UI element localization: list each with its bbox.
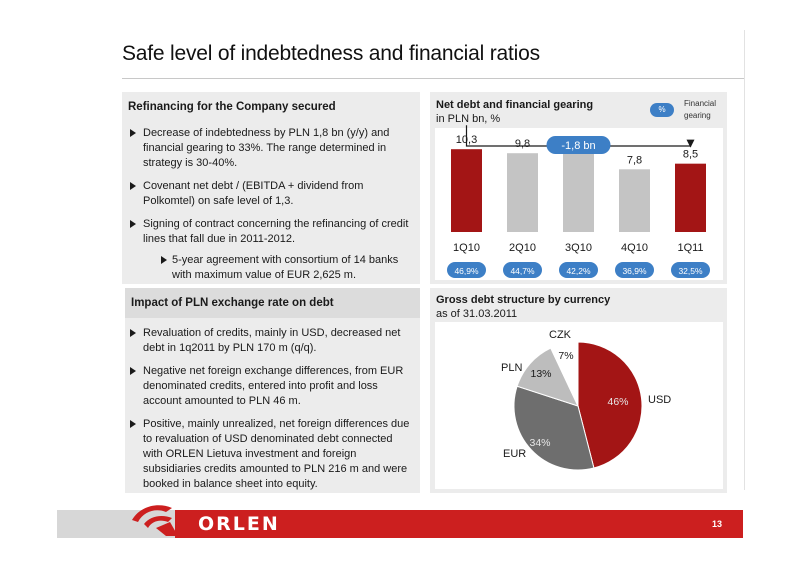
exchange-heading: Impact of PLN exchange rate on debt <box>131 297 334 309</box>
footer-red-right <box>585 510 743 538</box>
refinancing-bullets: Decrease of indebtedness by PLN 1,8 bn (… <box>128 126 413 291</box>
gearing-legend-label: Financial gearing <box>684 99 717 120</box>
chart-title-text: Net debt and financial gearing <box>436 99 594 111</box>
orlen-wordmark: ORLEN <box>198 513 280 535</box>
currency-chart-body <box>435 322 723 489</box>
refinancing-bullet: Covenant net debt / (EBITDA + dividend f… <box>128 179 413 209</box>
exchange-bullet: Positive, mainly unrealized, net foreign… <box>128 417 415 492</box>
gearing-legend-pill: % <box>650 103 674 117</box>
chart-subtitle-text: in PLN bn, % <box>436 113 501 125</box>
exchange-heading-band <box>125 288 420 318</box>
orlen-eagle-logo <box>132 505 178 536</box>
net-debt-chart-title: Net debt and financial gearing in PLN bn… <box>436 98 593 126</box>
exchange-bullet: Negative net foreign exchange difference… <box>128 364 415 409</box>
exchange-panel <box>125 318 420 493</box>
refinancing-bullet: Decrease of indebtedness by PLN 1,8 bn (… <box>128 126 413 171</box>
chart-subtitle-text: as of 31.03.2011 <box>436 308 518 320</box>
footer-red-band <box>175 510 585 538</box>
refinancing-sub-bullet: 5-year agreement with consortium of 14 b… <box>128 253 413 283</box>
exchange-bullet: Revaluation of credits, mainly in USD, d… <box>128 326 415 356</box>
page-number: 13 <box>712 519 723 529</box>
net-debt-chart-body <box>435 128 723 280</box>
currency-chart-title: Gross debt structure by currency as of 3… <box>436 293 610 321</box>
chart-title-text: Gross debt structure by currency <box>436 294 611 306</box>
title-rule <box>122 78 744 79</box>
refinancing-heading: Refinancing for the Company secured <box>128 101 336 113</box>
refinancing-panel <box>122 92 420 284</box>
right-edge-line <box>744 30 745 490</box>
exchange-bullets: Revaluation of credits, mainly in USD, d… <box>128 326 415 500</box>
refinancing-bullet: Signing of contract concerning the refin… <box>128 217 413 247</box>
slide-title: Safe level of indebtedness and financial… <box>122 42 540 65</box>
